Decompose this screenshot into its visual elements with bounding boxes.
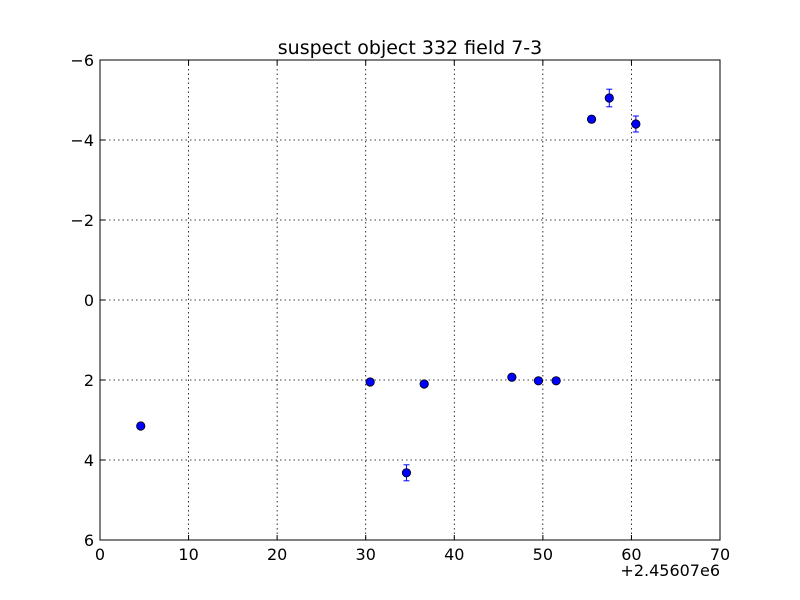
y-tick-label: 0 <box>84 291 94 310</box>
y-tick-label: 4 <box>84 451 94 470</box>
x-tick-label: 30 <box>356 545 376 564</box>
chart-title: suspect object 332 field 7-3 <box>278 37 543 59</box>
x-tick-label: 60 <box>621 545 641 564</box>
point-marker <box>507 372 517 382</box>
point-marker <box>586 114 597 124</box>
y-tick-label: −6 <box>70 51 94 70</box>
data-point <box>419 379 429 389</box>
data-point <box>586 114 597 124</box>
point-marker <box>365 377 375 387</box>
y-tick-label: 6 <box>84 531 94 550</box>
grid <box>100 60 720 540</box>
x-tick-label: 0 <box>95 545 105 564</box>
y-tick-label: −4 <box>70 131 94 150</box>
data-points <box>136 88 641 482</box>
data-point <box>365 377 375 387</box>
x-tick-label: 70 <box>710 545 730 564</box>
y-tick-label: 2 <box>84 371 94 390</box>
x-tick-label: 40 <box>444 545 464 564</box>
point-marker <box>136 421 146 431</box>
data-point <box>401 464 412 482</box>
data-point <box>631 115 641 133</box>
data-point <box>136 421 146 431</box>
x-offset-label: +2.45607e6 <box>620 561 720 580</box>
x-tick-label: 10 <box>178 545 198 564</box>
point-marker <box>533 376 544 386</box>
point-marker <box>604 93 614 103</box>
point-marker <box>419 379 429 389</box>
point-marker <box>551 376 561 386</box>
point-marker <box>401 468 412 478</box>
point-marker <box>631 119 641 129</box>
data-point <box>604 88 614 108</box>
data-point <box>533 376 544 386</box>
x-tick-label: 20 <box>267 545 287 564</box>
y-tick-label: −2 <box>70 211 94 230</box>
data-point <box>551 376 561 386</box>
x-tick-label: 50 <box>533 545 553 564</box>
data-point <box>507 372 517 382</box>
ticks: 0 10 20 30 40 50 60 70 −6 −4 −2 0 2 4 6 <box>70 51 730 564</box>
